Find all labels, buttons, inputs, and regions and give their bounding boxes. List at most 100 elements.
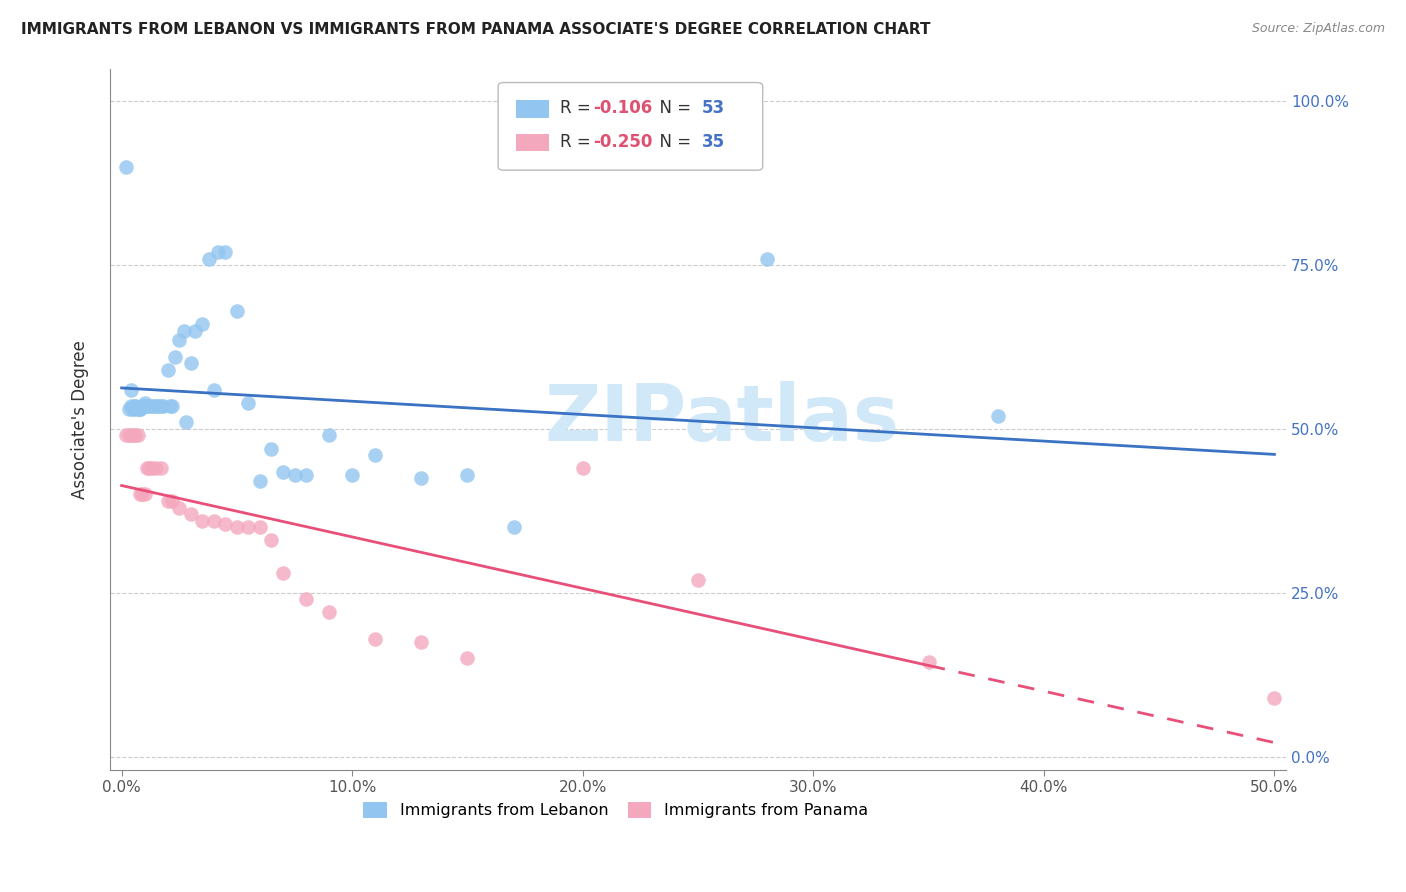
- Point: [364, 448, 387, 462]
- Point: [124, 428, 146, 442]
- Point: [122, 428, 145, 442]
- Point: [502, 520, 524, 534]
- Text: R =: R =: [561, 133, 596, 151]
- Point: [145, 461, 167, 475]
- Y-axis label: Associate's Degree: Associate's Degree: [72, 340, 89, 499]
- Point: [207, 245, 229, 260]
- Point: [152, 399, 174, 413]
- Point: [127, 402, 149, 417]
- Point: [214, 516, 236, 531]
- Point: [159, 399, 181, 413]
- Point: [141, 399, 163, 413]
- Point: [191, 514, 214, 528]
- Text: 53: 53: [702, 100, 724, 118]
- Point: [145, 399, 167, 413]
- Point: [686, 573, 709, 587]
- Text: 35: 35: [702, 133, 724, 151]
- Point: [271, 465, 294, 479]
- Point: [129, 487, 152, 501]
- Point: [117, 428, 139, 442]
- Point: [214, 245, 236, 260]
- FancyBboxPatch shape: [516, 134, 548, 152]
- Point: [136, 461, 159, 475]
- Text: R =: R =: [561, 100, 596, 118]
- Point: [917, 655, 939, 669]
- Point: [1263, 690, 1285, 705]
- Point: [122, 402, 145, 417]
- Point: [364, 632, 387, 646]
- Point: [120, 383, 142, 397]
- Text: -0.106: -0.106: [593, 100, 652, 118]
- Point: [174, 415, 197, 429]
- Point: [295, 592, 318, 607]
- Point: [173, 324, 195, 338]
- Point: [411, 471, 433, 485]
- Point: [162, 399, 184, 413]
- Point: [571, 461, 593, 475]
- Point: [180, 356, 202, 370]
- Point: [340, 467, 363, 482]
- FancyBboxPatch shape: [516, 100, 548, 118]
- Point: [238, 520, 260, 534]
- Point: [456, 467, 478, 482]
- Point: [124, 399, 146, 413]
- Point: [120, 399, 142, 413]
- Point: [156, 363, 179, 377]
- Point: [283, 467, 305, 482]
- Point: [238, 395, 260, 409]
- Point: [225, 520, 247, 534]
- Legend: Immigrants from Lebanon, Immigrants from Panama: Immigrants from Lebanon, Immigrants from…: [357, 796, 875, 825]
- Point: [271, 566, 294, 580]
- Point: [131, 487, 153, 501]
- Point: [318, 428, 340, 442]
- Point: [180, 507, 202, 521]
- Point: [411, 635, 433, 649]
- Point: [131, 399, 153, 413]
- Point: [127, 428, 149, 442]
- Point: [202, 383, 225, 397]
- Point: [191, 317, 214, 331]
- Text: Source: ZipAtlas.com: Source: ZipAtlas.com: [1251, 22, 1385, 36]
- Point: [167, 500, 190, 515]
- Text: N =: N =: [648, 133, 696, 151]
- Point: [117, 402, 139, 417]
- Point: [249, 475, 271, 489]
- Point: [134, 395, 156, 409]
- Point: [260, 533, 283, 548]
- Text: -0.250: -0.250: [593, 133, 652, 151]
- Point: [115, 160, 138, 174]
- FancyBboxPatch shape: [498, 83, 762, 170]
- Point: [456, 651, 478, 665]
- Point: [142, 399, 165, 413]
- Point: [148, 399, 170, 413]
- Point: [163, 350, 186, 364]
- Point: [198, 252, 221, 266]
- Point: [134, 487, 156, 501]
- Point: [318, 606, 340, 620]
- Point: [249, 520, 271, 534]
- Text: IMMIGRANTS FROM LEBANON VS IMMIGRANTS FROM PANAMA ASSOCIATE'S DEGREE CORRELATION: IMMIGRANTS FROM LEBANON VS IMMIGRANTS FR…: [21, 22, 931, 37]
- Point: [134, 399, 156, 413]
- Point: [141, 461, 163, 475]
- Point: [987, 409, 1010, 423]
- Point: [124, 399, 146, 413]
- Point: [127, 402, 149, 417]
- Point: [122, 402, 145, 417]
- Point: [120, 428, 142, 442]
- Point: [136, 399, 159, 413]
- Point: [149, 399, 172, 413]
- Point: [138, 399, 160, 413]
- Point: [756, 252, 779, 266]
- Text: N =: N =: [648, 100, 696, 118]
- Point: [156, 494, 179, 508]
- Point: [149, 461, 172, 475]
- Point: [184, 324, 207, 338]
- Point: [131, 399, 153, 413]
- Text: ZIPatlas: ZIPatlas: [544, 381, 898, 457]
- Point: [129, 402, 152, 417]
- Point: [260, 442, 283, 456]
- Point: [295, 467, 318, 482]
- Point: [129, 402, 152, 417]
- Point: [162, 494, 184, 508]
- Point: [225, 304, 247, 318]
